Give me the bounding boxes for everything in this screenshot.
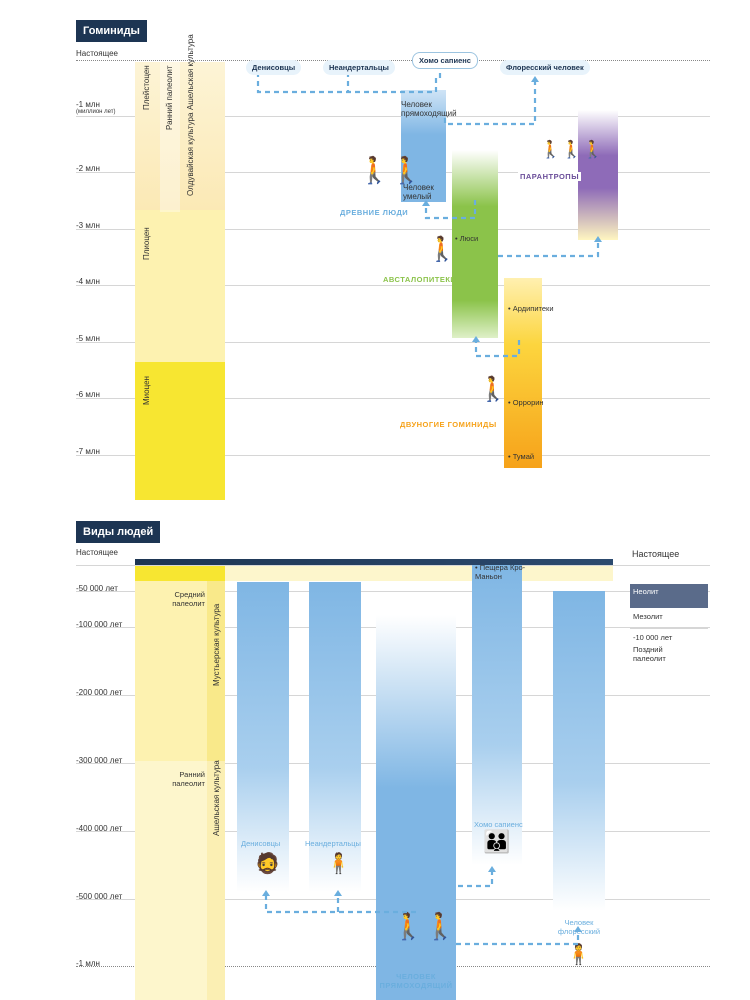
tick-7m: -7 млн [76,447,100,456]
bspecies-neanderthals: Неандертальцы [305,839,361,848]
btick-100k: -100 000 лет [76,620,123,629]
bspecies-denisovans: Денисовцы [241,839,281,848]
bottom-title: Виды людей [76,521,161,543]
grid-3m [76,229,710,230]
pill-floresiensis: Флоресский человек [500,60,590,75]
top-title: Гоминиды [76,20,147,42]
tick-1m-label: -1 млн [76,100,100,109]
grid-4m [76,285,710,286]
pill-homo-sapiens: Хомо сапиенс [412,52,478,69]
legend-late-paleolithic: Поздний палеолит [633,645,666,663]
culture-early-paleo-band [160,62,180,212]
group-bipedal-hominids: ДВУНОГИЕ ГОМИНИДЫ [400,420,497,429]
bbar-homo-erectus [376,615,456,1000]
homo-sapiens-figures-icon: 👪 [483,829,511,854]
top-connectors [256,72,602,358]
btick-200k: -200 000 лет [76,688,123,697]
tick-2m: -2 млн [76,164,100,173]
legend-neolithic: Неолит [633,587,659,596]
grid-5m [76,342,710,343]
epoch-pliocene-band [135,210,225,362]
bspecies-homo-erectus: ЧЕЛОВЕК ПРЯМОХОДЯЩИЙ [379,972,453,990]
bspecies-homo-sapiens: Хомо сапиенс [474,820,523,829]
homo-figures-icon: 🚶🚶 [358,155,423,185]
point-toumai: Тумай [508,452,534,461]
grid-2m [76,172,710,173]
group-ancient-humans: ДРЕВНИЕ ЛЮДИ [340,208,409,217]
bbar-denisovans [237,582,289,892]
epoch-pleistocene-band [135,62,225,210]
legend-present: Настоящее [632,549,680,559]
grid-1m [76,116,710,117]
denisovan-head-icon: 🧔 [255,853,280,875]
bgrid-present [76,565,710,566]
point-ardipithecus: Ардипитеки [508,304,554,313]
grid-present [76,60,710,61]
tick-3m: -3 млн [76,221,100,230]
pill-denisovans: Денисовцы [246,60,302,75]
legend-mesolithic: Мезолит [633,612,663,621]
homo-erectus-figures-icon: 🚶🚶 [392,911,457,941]
btick-present: Настоящее [76,548,118,557]
btick-400k: -400 000 лет [76,824,123,833]
tick-6m: -6 млн [76,390,100,399]
tick-1m-sub: (миллион лет) [76,109,116,115]
bar-australopithecus [452,150,498,338]
bculture-stripe-upper [207,581,225,761]
tick-4m: -4 млн [76,277,100,286]
legend-divider [630,628,708,629]
present-top-strip [135,559,613,565]
bar-homo [401,90,446,202]
culture-early-paleolithic-b: Ранний палеолит [172,770,205,788]
grid-7m [76,455,710,456]
cave-label: Пещера Кро-Маньон [475,563,539,581]
bbar-neanderthals [309,582,361,892]
bipedal-figure-icon: 🚶 [478,376,508,403]
group-paranthropus: ПАРАНТРОПЫ [518,172,582,181]
australopith-figure-icon: 🚶 [427,236,457,263]
pill-neanderthals: Неандертальцы [323,60,395,75]
bgrid-50k [76,591,710,592]
bculture-stripe-lower [207,761,225,1000]
epoch-miocene-band [135,362,225,500]
point-lucy: Люси [455,234,479,243]
tick-5m: -5 млн [76,334,100,343]
legend-10k: -10 000 лет [633,633,673,642]
label-homo-habilis: Человек умелый [403,183,434,201]
btick-500k: -500 000 лет [76,892,123,901]
tick-present: Настоящее [76,49,118,58]
grid-6m [76,398,710,399]
floresiensis-figure-icon: 🧍 [566,944,591,966]
btick-50k: -50 000 лет [76,584,118,593]
group-australopithecus: АВСТАЛОПИТЕКИ [383,275,457,284]
btick-1m: -1 млн [76,959,100,968]
point-orrorin: Оррорин [508,398,544,407]
present-yellow-left [135,565,225,581]
label-homo-erectus: Человек прямоходящий [401,100,457,118]
bar-paranthropus [578,110,618,240]
culture-middle-paleolithic: Средний палеолит [172,590,205,608]
bbar-floresiensis [553,591,605,911]
paranthropus-figures-icon: 🚶🚶🚶 [540,140,604,159]
tick-1m: -1 млн (миллион лет) [76,100,116,116]
bbar-homo-sapiens [472,565,522,865]
btick-300k: -300 000 лет [76,756,123,765]
legend-neolithic-box [630,584,708,608]
neanderthal-figure-icon: 🧍 [326,853,351,875]
